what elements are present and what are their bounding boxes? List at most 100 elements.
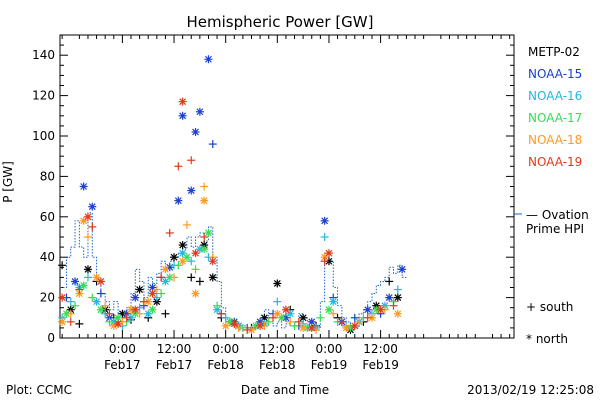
point-noaa-17-south: [290, 321, 299, 330]
point-metp-02-north: [178, 241, 187, 250]
point-noaa-16-south: [66, 297, 75, 306]
point-noaa-19-south: [389, 301, 398, 310]
legend-item-noaa-17: NOAA-17: [528, 111, 582, 125]
point-noaa-16-north: [127, 313, 136, 322]
point-noaa-18-south: [234, 323, 243, 332]
point-noaa-19-south: [66, 317, 75, 326]
point-noaa-18-north: [200, 196, 209, 205]
point-noaa-16-north: [329, 297, 338, 306]
point-noaa-19-south: [217, 309, 226, 318]
point-noaa-15-north: [204, 55, 213, 64]
legend-item-metp-02: METP-02: [528, 45, 580, 59]
point-noaa-16-south: [187, 257, 196, 266]
point-metp-02-north: [83, 265, 92, 274]
point-noaa-17-south: [316, 313, 325, 322]
point-noaa-15-north: [320, 216, 329, 225]
point-noaa-19-north: [324, 249, 333, 258]
plot-timestamp: 2013/02/19 12:25:08: [467, 383, 594, 397]
y-tick-label: 120: [32, 89, 55, 103]
point-noaa-19-south: [243, 325, 252, 334]
x-tick-date-label: Feb19: [311, 358, 348, 372]
point-metp-02-south: [385, 277, 394, 286]
point-noaa-19-south: [157, 273, 166, 282]
point-noaa-19-south: [105, 309, 114, 318]
point-noaa-19-south: [174, 162, 183, 171]
point-metp-02-north: [393, 293, 402, 302]
point-noaa-18-south: [200, 182, 209, 191]
point-noaa-15-north: [178, 111, 187, 120]
point-noaa-15-north: [88, 202, 97, 211]
point-noaa-18-north: [178, 257, 187, 266]
point-noaa-19-south: [75, 285, 84, 294]
x-tick-date-label: Feb18: [259, 358, 296, 372]
point-noaa-15-north: [398, 265, 407, 274]
point-noaa-16-north: [286, 309, 295, 318]
legend-item-noaa-19: NOAA-19: [528, 155, 582, 169]
marker-key-north: * north: [526, 332, 568, 346]
point-noaa-15-north: [187, 186, 196, 195]
point-noaa-19-south: [337, 317, 346, 326]
point-noaa-19-south: [200, 233, 209, 241]
point-noaa-18-north: [247, 325, 256, 334]
x-tick-time-label: 12:00: [260, 342, 295, 356]
point-noaa-15-north: [385, 293, 394, 302]
point-noaa-15-north: [195, 107, 204, 116]
point-noaa-17-south: [88, 293, 97, 302]
point-noaa-19-north: [208, 257, 217, 266]
ovation-label-line1: — Ovation: [526, 208, 589, 222]
y-tick-label: 0: [47, 331, 55, 345]
y-tick-label: 20: [40, 291, 55, 305]
point-noaa-17-north: [165, 273, 174, 282]
point-noaa-17-south: [71, 301, 80, 310]
point-noaa-18-south: [83, 233, 92, 241]
point-noaa-19-north: [114, 319, 123, 328]
point-noaa-18-south: [152, 285, 161, 294]
point-noaa-18-north: [161, 265, 170, 274]
point-noaa-19-north: [83, 212, 92, 221]
x-tick-date-label: Feb19: [362, 358, 399, 372]
data-points-layer: [58, 55, 407, 334]
point-noaa-16-north: [144, 309, 153, 318]
point-noaa-17-south: [213, 301, 222, 310]
point-noaa-17-north: [96, 305, 105, 314]
ovation-label-line2: Prime HPI: [526, 222, 584, 236]
point-noaa-18-south: [286, 317, 295, 326]
point-noaa-19-north: [230, 319, 239, 328]
point-noaa-18-north: [58, 317, 67, 326]
x-tick-date-label: Feb17: [104, 358, 141, 372]
point-noaa-18-south: [101, 301, 110, 310]
x-tick-time-label: 0:00: [212, 342, 239, 356]
point-noaa-18-north: [393, 309, 402, 318]
y-tick-label: 80: [40, 169, 55, 183]
legend: METP-02 NOAA-15 NOAA-16 NOAA-17 NOAA-18 NOAA-…: [528, 45, 582, 169]
point-noaa-15-north: [131, 293, 140, 302]
x-tick-time-label: 0:00: [315, 342, 342, 356]
point-noaa-19-north: [191, 249, 200, 258]
point-noaa-16-south: [320, 233, 329, 241]
point-noaa-18-south: [66, 309, 75, 318]
point-noaa-18-north: [342, 323, 351, 332]
point-metp-02-north: [273, 279, 282, 288]
legend-item-noaa-16: NOAA-16: [528, 89, 582, 103]
point-noaa-18-south: [170, 273, 179, 282]
point-metp-02-south: [187, 273, 196, 282]
point-noaa-19-north: [350, 321, 359, 330]
point-noaa-17-north: [148, 305, 157, 314]
x-tick-time-label: 12:00: [157, 342, 192, 356]
point-noaa-16-south: [221, 313, 230, 322]
point-noaa-17-south: [105, 317, 114, 326]
point-noaa-17-north: [204, 228, 213, 237]
point-noaa-18-south: [355, 317, 364, 326]
point-metp-02-north: [135, 285, 144, 294]
point-noaa-16-south: [83, 273, 92, 282]
point-noaa-19-south: [139, 297, 148, 306]
point-noaa-15-south: [350, 313, 359, 322]
y-tick-label: 40: [40, 250, 55, 264]
point-noaa-15-south: [96, 289, 105, 298]
y-axis-label: P [GW]: [1, 161, 15, 203]
point-noaa-18-south: [182, 220, 191, 229]
plot-credit: Plot: CCMC: [6, 383, 72, 397]
point-noaa-18-south: [329, 309, 338, 318]
point-noaa-19-north: [376, 305, 385, 314]
